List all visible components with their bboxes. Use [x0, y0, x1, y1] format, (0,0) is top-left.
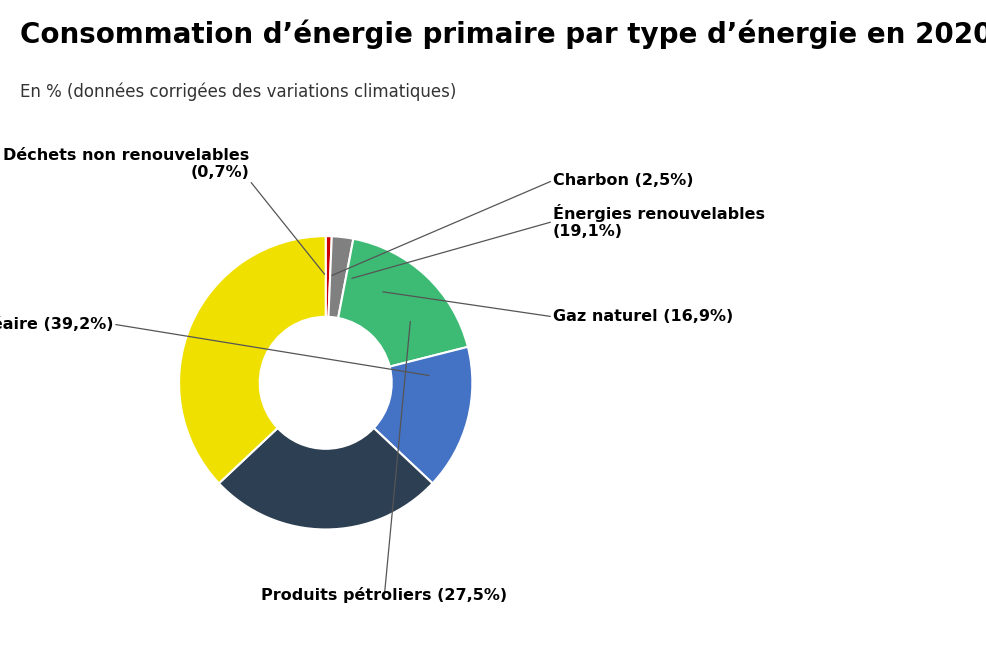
Wedge shape [325, 236, 331, 317]
Wedge shape [338, 239, 467, 366]
Text: Consommation d’énergie primaire par type d’énergie en 2020: Consommation d’énergie primaire par type… [20, 20, 986, 50]
Text: Déchets non renouvelables
(0,7%): Déchets non renouvelables (0,7%) [3, 148, 249, 180]
Text: Gaz naturel (16,9%): Gaz naturel (16,9%) [552, 310, 733, 324]
Wedge shape [178, 236, 325, 483]
Text: Charbon (2,5%): Charbon (2,5%) [552, 173, 693, 188]
Text: Produits pétroliers (27,5%): Produits pétroliers (27,5%) [261, 587, 507, 603]
Text: Énergies renouvelables
(19,1%): Énergies renouvelables (19,1%) [552, 204, 764, 239]
Wedge shape [219, 428, 432, 529]
Wedge shape [374, 347, 472, 483]
Text: En % (données corrigées des variations climatiques): En % (données corrigées des variations c… [20, 82, 456, 101]
Wedge shape [328, 236, 353, 318]
Text: Nucléaire (39,2%): Nucléaire (39,2%) [0, 317, 113, 331]
